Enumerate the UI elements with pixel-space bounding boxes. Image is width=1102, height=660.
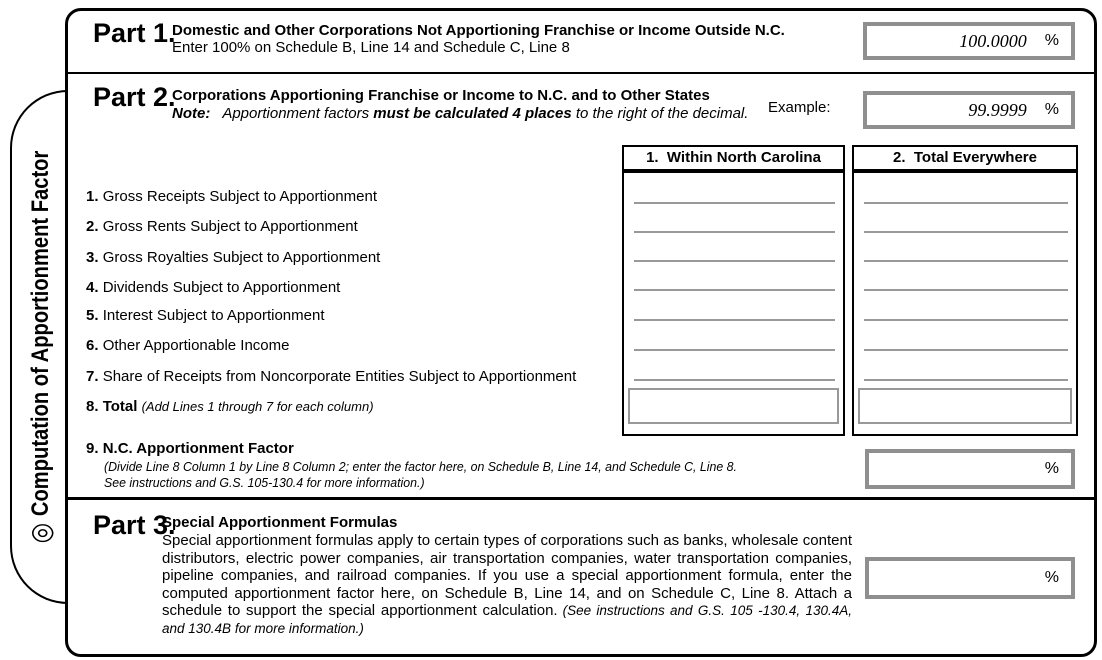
part2-label: Part 2. — [93, 82, 176, 112]
input-line-nc-2[interactable] — [634, 231, 835, 233]
line9-percent-input[interactable]: % — [865, 449, 1075, 489]
row-label-7: 7. Share of Receipts from Noncorporate E… — [86, 368, 577, 385]
note-post: to the right of the decimal. — [571, 105, 749, 122]
row-8-note: (Add Lines 1 through 7 for each column) — [141, 399, 374, 414]
row-label-1: 1. Gross Receipts Subject to Apportionme… — [86, 188, 377, 205]
row-label-5: 5. Interest Subject to Apportionment — [86, 307, 325, 324]
row-label-8: 8. Total (Add Lines 1 through 7 for each… — [86, 398, 374, 415]
input-line-te-1[interactable] — [864, 202, 1068, 204]
line9-title: 9. N.C. Apportionment Factor — [86, 440, 294, 457]
part3-percent-sign: % — [1044, 569, 1059, 586]
example-percent-box: 99.9999 % — [863, 91, 1075, 129]
part2-note: Note: Apportionment factors must be calcu… — [172, 105, 748, 122]
column-body-within-nc — [622, 171, 845, 436]
part2-part3-divider — [68, 497, 1094, 500]
part2-title: Corporations Apportioning Franchise or I… — [172, 87, 710, 104]
example-label: Example: — [768, 99, 831, 116]
part3-body-citation: (See instructions and G.S. 105 -130.4, 1… — [162, 603, 852, 636]
input-line-te-4[interactable] — [864, 289, 1068, 291]
input-line-te-2[interactable] — [864, 231, 1068, 233]
row-label-4: 4. Dividends Subject to Apportionment — [86, 279, 341, 296]
line9-instructions: (Divide Line 8 Column 1 by Line 8 Column… — [104, 459, 737, 490]
part1-title: Domestic and Other Corporations Not Appo… — [172, 22, 785, 39]
column-header-total-everywhere: 2. Total Everywhere — [852, 145, 1078, 171]
input-line-te-7[interactable] — [864, 379, 1068, 381]
row-label-3: 3. Gross Royalties Subject to Apportionm… — [86, 249, 381, 266]
side-tab: ◎ Computation of Apportionment Factor — [10, 90, 70, 604]
part3-label: Part 3. — [93, 510, 176, 540]
input-line-nc-5[interactable] — [634, 319, 835, 321]
form-panel: Part 1. Domestic and Other Corporations … — [65, 8, 1097, 657]
part1-label: Part 1. — [93, 18, 176, 48]
input-line-nc-6[interactable] — [634, 349, 835, 351]
example-percent-sign: % — [1044, 101, 1059, 118]
column-body-total-everywhere — [852, 171, 1078, 436]
part3-title: Special Apportionment Formulas — [162, 514, 398, 531]
part1-part2-divider — [68, 72, 1094, 74]
input-line-nc-1[interactable] — [634, 202, 835, 204]
note-bold: must be calculated 4 places — [373, 105, 572, 122]
total-input-box-te[interactable] — [858, 388, 1072, 424]
total-input-box-nc[interactable] — [628, 388, 839, 424]
input-line-nc-3[interactable] — [634, 260, 835, 262]
part1-percent-value: 100.0000 — [959, 30, 1027, 51]
input-line-te-5[interactable] — [864, 319, 1068, 321]
example-percent-value: 99.9999 — [968, 99, 1027, 120]
double-circle-icon: ◎ — [25, 522, 56, 544]
part1-percent-box: 100.0000 % — [863, 22, 1075, 60]
vertical-caption-label: Computation of Apportionment Factor — [27, 150, 54, 517]
input-line-te-3[interactable] — [864, 260, 1068, 262]
input-line-te-6[interactable] — [864, 349, 1068, 351]
vertical-caption: ◎ Computation of Apportionment Factor — [25, 150, 56, 544]
note-pre: Apportionment factors — [222, 105, 374, 122]
part3-body: Special apportionment formulas apply to … — [162, 532, 852, 638]
column-header-within-nc: 1. Within North Carolina — [622, 145, 845, 171]
input-line-nc-4[interactable] — [634, 289, 835, 291]
part1-subtitle: Enter 100% on Schedule B, Line 14 and Sc… — [172, 39, 570, 56]
row-label-6: 6. Other Apportionable Income — [86, 337, 290, 354]
input-line-nc-7[interactable] — [634, 379, 835, 381]
part3-body-text: Special apportionment formulas apply to … — [162, 532, 852, 620]
part1-percent-sign: % — [1044, 32, 1059, 49]
part3-percent-input[interactable]: % — [865, 557, 1075, 599]
row-label-2: 2. Gross Rents Subject to Apportionment — [86, 218, 358, 235]
note-label: Note: — [172, 105, 211, 122]
line9-percent-sign: % — [1044, 460, 1059, 477]
